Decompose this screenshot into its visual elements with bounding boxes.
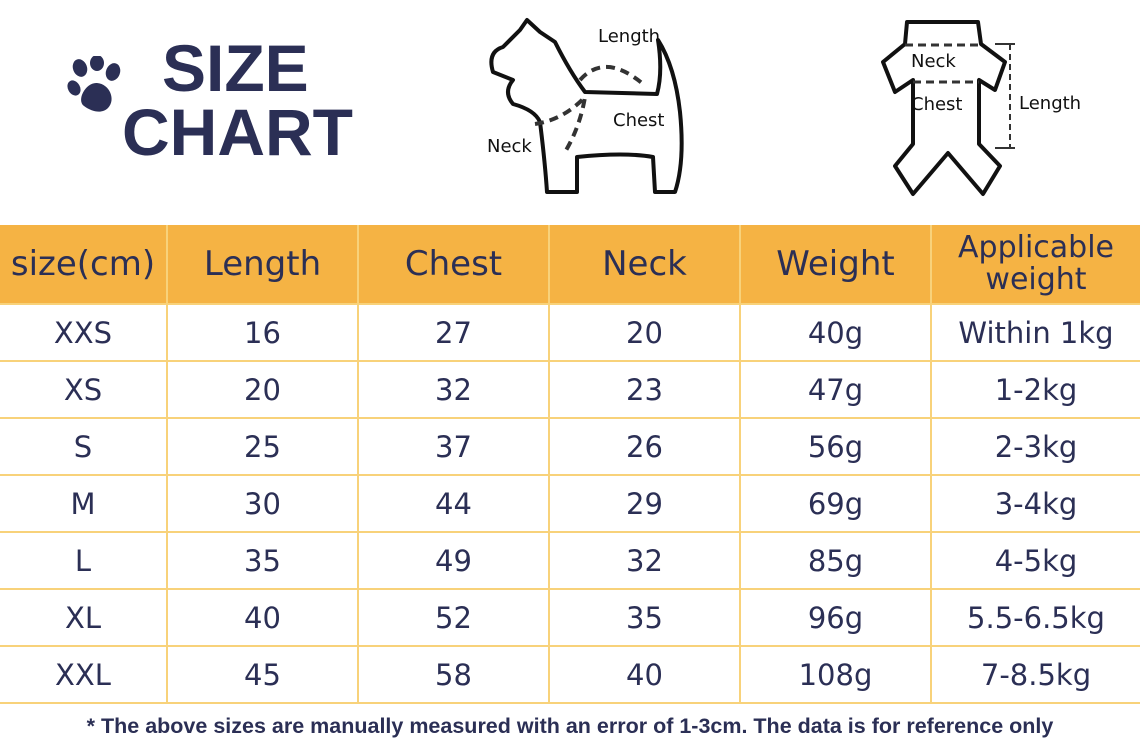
cell-chest: 58 [357, 645, 550, 704]
page-title: SIZE CHART [122, 31, 353, 169]
garment-chest-label: Chest [911, 94, 963, 115]
cell-chest: 52 [357, 588, 550, 647]
cell-length: 16 [166, 303, 359, 362]
dog-measurement-diagram: Length Chest Neck [487, 18, 684, 194]
cell-neck: 23 [548, 360, 741, 419]
cell-chest: 32 [357, 360, 550, 419]
cell-applicable-weight: Within 1kg [930, 303, 1140, 362]
cell-applicable-weight: 2-3kg [930, 417, 1140, 476]
cell-length: 40 [166, 588, 359, 647]
column-header-applicable-weight: Applicable weight [930, 225, 1140, 305]
table-row: XXL 45 58 40 108g 7-8.5kg [0, 645, 1140, 704]
title-line-2: CHART [122, 95, 353, 169]
cell-weight: 47g [739, 360, 932, 419]
cell-applicable-weight: 3-4kg [930, 474, 1140, 533]
table-header-row: size(cm) Length Chest Neck Weight Applic… [0, 225, 1140, 305]
size-table: size(cm) Length Chest Neck Weight Applic… [0, 225, 1140, 704]
cell-neck: 40 [548, 645, 741, 704]
cell-neck: 35 [548, 588, 741, 647]
column-header-weight: Weight [739, 225, 932, 305]
garment-length-label: Length [1019, 93, 1081, 114]
cell-length: 25 [166, 417, 359, 476]
cell-length: 30 [166, 474, 359, 533]
column-header-chest: Chest [357, 225, 550, 305]
dog-neck-label: Neck [487, 136, 532, 157]
title-line-1: SIZE [162, 31, 309, 105]
cell-chest: 49 [357, 531, 550, 590]
column-header-size: size(cm) [0, 225, 168, 305]
cell-weight: 108g [739, 645, 932, 704]
cell-neck: 32 [548, 531, 741, 590]
cell-size: L [0, 531, 168, 590]
cell-chest: 37 [357, 417, 550, 476]
cell-chest: 44 [357, 474, 550, 533]
table-row: L 35 49 32 85g 4-5kg [0, 531, 1140, 590]
cell-size: M [0, 474, 168, 533]
cell-weight: 40g [739, 303, 932, 362]
cell-size: XXL [0, 645, 168, 704]
cell-neck: 29 [548, 474, 741, 533]
cell-applicable-weight: 7-8.5kg [930, 645, 1140, 704]
table-row: XL 40 52 35 96g 5.5-6.5kg [0, 588, 1140, 647]
dog-chest-label: Chest [613, 110, 665, 131]
cell-neck: 20 [548, 303, 741, 362]
cell-applicable-weight: 5.5-6.5kg [930, 588, 1140, 647]
table-row: M 30 44 29 69g 3-4kg [0, 474, 1140, 533]
cell-weight: 56g [739, 417, 932, 476]
cell-size: XXS [0, 303, 168, 362]
garment-measurement-diagram: Neck Chest Length [881, 20, 1081, 196]
cell-length: 35 [166, 531, 359, 590]
table-row: XXS 16 27 20 40g Within 1kg [0, 303, 1140, 362]
column-header-length: Length [166, 225, 359, 305]
dog-length-label: Length [598, 26, 660, 47]
column-header-neck: Neck [548, 225, 741, 305]
cell-chest: 27 [357, 303, 550, 362]
garment-neck-label: Neck [911, 51, 956, 72]
cell-neck: 26 [548, 417, 741, 476]
table-row: S 25 37 26 56g 2-3kg [0, 417, 1140, 476]
cell-weight: 69g [739, 474, 932, 533]
paw-icon [67, 56, 121, 112]
cell-size: XL [0, 588, 168, 647]
cell-size: S [0, 417, 168, 476]
cell-applicable-weight: 4-5kg [930, 531, 1140, 590]
table-row: XS 20 32 23 47g 1-2kg [0, 360, 1140, 419]
footnote: * The above sizes are manually measured … [86, 714, 1054, 738]
cell-size: XS [0, 360, 168, 419]
cell-weight: 96g [739, 588, 932, 647]
cell-weight: 85g [739, 531, 932, 590]
cell-applicable-weight: 1-2kg [930, 360, 1140, 419]
cell-length: 45 [166, 645, 359, 704]
cell-length: 20 [166, 360, 359, 419]
